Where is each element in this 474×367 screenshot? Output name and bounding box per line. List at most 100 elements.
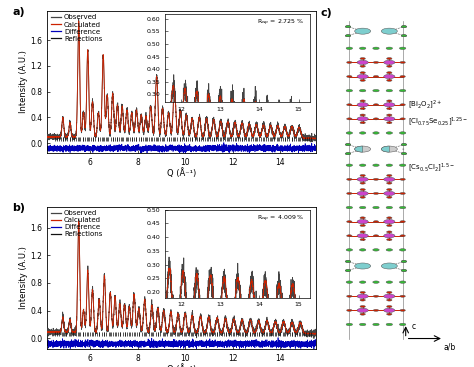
Circle shape xyxy=(387,196,392,198)
Circle shape xyxy=(386,281,392,283)
Circle shape xyxy=(360,313,365,315)
Circle shape xyxy=(360,225,365,226)
Circle shape xyxy=(400,164,406,166)
Circle shape xyxy=(346,47,353,50)
Circle shape xyxy=(346,104,352,106)
Circle shape xyxy=(360,114,365,116)
Circle shape xyxy=(374,221,379,223)
Circle shape xyxy=(384,75,395,79)
Circle shape xyxy=(346,153,351,155)
Circle shape xyxy=(357,60,368,65)
Circle shape xyxy=(346,76,352,77)
Circle shape xyxy=(400,235,405,237)
Circle shape xyxy=(360,182,365,184)
Circle shape xyxy=(387,65,392,67)
Circle shape xyxy=(357,117,368,121)
Circle shape xyxy=(374,295,379,297)
Circle shape xyxy=(357,219,368,224)
Circle shape xyxy=(387,239,392,241)
Circle shape xyxy=(360,65,365,67)
Text: b): b) xyxy=(12,203,26,212)
Circle shape xyxy=(374,192,379,195)
Circle shape xyxy=(357,103,368,107)
X-axis label: Q (Å⁻¹): Q (Å⁻¹) xyxy=(167,364,196,367)
Circle shape xyxy=(360,305,365,308)
Circle shape xyxy=(387,108,392,110)
Circle shape xyxy=(346,35,351,37)
Circle shape xyxy=(360,122,365,124)
Circle shape xyxy=(386,206,392,209)
Circle shape xyxy=(384,219,395,224)
Circle shape xyxy=(346,206,353,209)
Circle shape xyxy=(360,108,365,110)
Legend: Observed, Calculated, Difference, Reflections: Observed, Calculated, Difference, Reflec… xyxy=(49,13,104,43)
Circle shape xyxy=(359,164,366,166)
Circle shape xyxy=(346,295,352,297)
Circle shape xyxy=(360,189,365,190)
Circle shape xyxy=(346,269,351,272)
Circle shape xyxy=(387,58,392,59)
Circle shape xyxy=(373,164,379,166)
Circle shape xyxy=(346,118,352,120)
Circle shape xyxy=(401,35,407,37)
Circle shape xyxy=(381,263,397,269)
Circle shape xyxy=(373,281,379,283)
Text: $[\mathrm{Cs}_{0.5}\mathrm{Cl}_2]^{1.5-}$: $[\mathrm{Cs}_{0.5}\mathrm{Cl}_2]^{1.5-}… xyxy=(408,161,455,174)
Circle shape xyxy=(346,143,351,146)
Circle shape xyxy=(359,90,366,92)
Text: c): c) xyxy=(321,8,333,18)
Circle shape xyxy=(346,323,353,326)
Circle shape xyxy=(400,90,406,92)
Circle shape xyxy=(360,299,365,301)
Circle shape xyxy=(373,206,379,209)
Circle shape xyxy=(359,323,366,326)
Circle shape xyxy=(387,182,392,184)
Circle shape xyxy=(401,261,407,262)
Circle shape xyxy=(346,261,351,262)
Y-axis label: Intensity (A.U.): Intensity (A.U.) xyxy=(18,51,27,113)
Circle shape xyxy=(374,235,379,237)
Circle shape xyxy=(373,132,379,134)
Circle shape xyxy=(359,132,366,134)
Circle shape xyxy=(387,305,392,308)
Circle shape xyxy=(374,76,379,77)
Circle shape xyxy=(384,191,395,196)
Circle shape xyxy=(387,299,392,301)
Circle shape xyxy=(386,323,392,326)
Circle shape xyxy=(357,75,368,79)
Circle shape xyxy=(360,291,365,294)
Circle shape xyxy=(346,90,353,92)
Circle shape xyxy=(346,235,352,237)
Circle shape xyxy=(357,308,368,312)
Circle shape xyxy=(357,177,368,181)
Circle shape xyxy=(401,153,407,155)
Circle shape xyxy=(387,291,392,294)
Circle shape xyxy=(400,221,405,223)
Circle shape xyxy=(346,26,351,28)
Circle shape xyxy=(346,192,352,195)
Circle shape xyxy=(374,61,379,63)
Circle shape xyxy=(401,269,407,272)
Circle shape xyxy=(373,249,379,251)
Circle shape xyxy=(360,79,365,81)
Wedge shape xyxy=(381,146,389,152)
Circle shape xyxy=(400,295,405,297)
Circle shape xyxy=(387,100,392,102)
Circle shape xyxy=(400,206,406,209)
Circle shape xyxy=(401,143,407,146)
Circle shape xyxy=(346,153,351,155)
Circle shape xyxy=(400,76,405,77)
Circle shape xyxy=(387,217,392,219)
Text: a): a) xyxy=(12,7,25,17)
Circle shape xyxy=(384,234,395,238)
Circle shape xyxy=(401,153,407,155)
Circle shape xyxy=(373,323,379,326)
Circle shape xyxy=(374,118,379,120)
Circle shape xyxy=(387,174,392,177)
Legend: Observed, Calculated, Difference, Reflections: Observed, Calculated, Difference, Reflec… xyxy=(49,209,104,239)
Circle shape xyxy=(384,177,395,181)
Circle shape xyxy=(400,309,405,311)
Circle shape xyxy=(346,309,352,311)
Circle shape xyxy=(355,28,371,34)
Circle shape xyxy=(360,100,365,102)
